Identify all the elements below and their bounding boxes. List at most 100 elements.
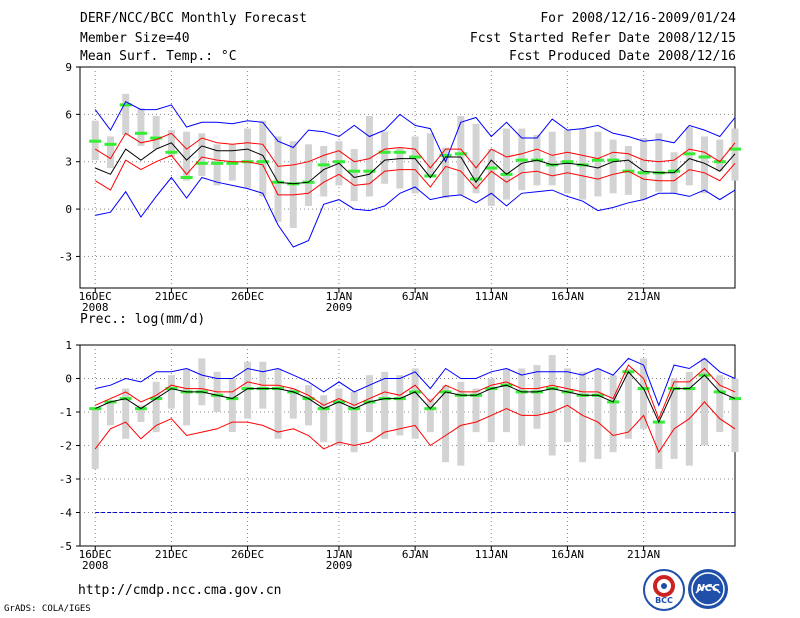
precip-series-lower [94,401,736,454]
temp-box [365,115,373,197]
bcc-emblem-icon [653,575,675,597]
temp-ytick-label: 6 [65,108,72,121]
temp-ytick-label: 9 [65,61,72,74]
temp-marker [683,152,696,156]
source-url[interactable]: http://cmdp.ncc.cma.gov.cn [78,583,282,598]
temp-box [640,138,648,200]
temp-xtick-label: 26DEC [231,290,264,303]
precip-box [503,368,511,433]
precip-box [609,375,617,453]
temp-series-upper [94,132,736,169]
precip-box [624,368,632,439]
precip-box [274,368,282,439]
precip-box [167,375,175,409]
precip-box [122,388,130,439]
precip-box [655,422,663,469]
temp-box [183,131,191,181]
produced-date: Fcst Produced Date 2008/12/16 [509,49,736,64]
temp-marker [591,158,604,162]
precip-box [91,408,99,469]
temp-box [701,136,709,194]
temp-marker [470,177,483,181]
precip-xtick-label: 16DEC [79,548,112,561]
temp-box [167,130,175,157]
temp-year-label: 2008 [82,301,109,314]
temp-marker [150,136,163,140]
temp-marker [332,160,345,164]
temp-box [259,120,267,197]
precip-xtick-label: 26DEC [231,548,264,561]
precip-xtick-label: 21JAN [627,548,660,561]
temp-marker [409,155,422,159]
precip-box [731,378,739,453]
temp-box [716,139,724,172]
temp-xtick-label: 21JAN [627,290,660,303]
precip-box [381,371,389,439]
precip-series-upper [94,364,736,421]
temp-box [304,144,312,206]
temp-box [122,93,130,135]
precip-box [442,385,450,463]
temp-box [381,131,389,184]
temp-box [411,136,419,194]
temp-box [503,128,511,200]
temp-marker [317,163,330,167]
temp-marker [607,158,620,162]
temp-marker [226,161,239,165]
precip-year-label: 2008 [82,559,109,572]
temp-series-lower [94,154,736,196]
precip-xtick-label: 21DEC [155,548,188,561]
precip-box [640,358,648,429]
temp-marker [668,169,681,173]
precip-ytick-label: 0 [65,373,72,386]
temp-marker [637,171,650,175]
precip-box [365,375,373,433]
temp-xtick-label: 21DEC [155,290,188,303]
precip-box [289,388,297,419]
precip-box [411,368,419,439]
precip-box [152,381,160,433]
temp-marker [363,169,376,173]
precip-ytick-label: -1 [59,406,72,419]
temp-box [213,144,221,186]
refer-date: Fcst Started Refer Date 2008/12/15 [469,31,736,46]
precip-box [579,371,587,463]
precip-year-label: 2009 [326,559,353,572]
temp-ytick-label: 0 [65,203,72,216]
temp-marker [211,161,224,165]
precip-box [472,388,480,433]
precip-box [304,385,312,426]
precip-box [320,395,328,443]
precip-ytick-label: 1 [65,339,72,352]
temp-box [548,131,556,186]
precip-label: Prec.: log(mm/d) [80,312,206,327]
temp-xtick-label: 16DEC [79,290,112,303]
temp-marker [454,152,467,156]
ncc-logo-text: NCC [696,583,720,594]
temp-xtick-label: 11JAN [475,290,508,303]
temp-frame [79,66,736,289]
precip-box [487,378,495,443]
temp-marker [698,155,711,159]
temp-series-min [95,176,736,248]
member-size-label: Member Size=40 [80,31,190,46]
temp-box [350,149,358,202]
temp-ytick-label: -3 [59,250,72,263]
temp-marker [89,139,102,143]
temp-marker [256,160,269,164]
grads-credit: GrADS: COLA/IGES [4,604,91,614]
temp-marker [515,158,528,162]
temp-box [106,136,114,169]
precip-box [594,368,602,459]
precip-box [716,375,724,433]
temp-marker [165,150,178,154]
temp-xtick-label: 16JAN [551,290,584,303]
temp-year-label: 2009 [326,301,353,314]
bcc-logo-text: BCC [655,596,673,605]
precip-ytick-label: -2 [59,440,72,453]
precip-box [198,358,206,406]
precip-series-mean [94,370,736,424]
temp-box [137,108,145,146]
temp-marker [439,153,452,157]
